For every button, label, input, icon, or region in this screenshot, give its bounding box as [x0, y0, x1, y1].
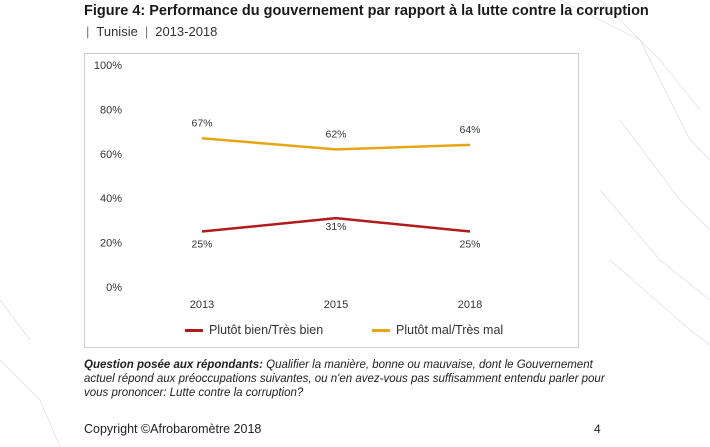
x-tick-label: 2018: [458, 299, 482, 311]
subtitle-years: 2013-2018: [155, 24, 218, 39]
data-label: 62%: [325, 128, 346, 140]
legend-label-bien: Plutôt bien/Très bien: [209, 323, 324, 337]
data-label: 25%: [191, 239, 212, 251]
legend-swatch-mal: [372, 328, 390, 332]
x-tick-label: 2013: [190, 299, 214, 311]
legend-label-mal: Plutôt mal/Très mal: [396, 323, 504, 337]
chart-frame: [84, 53, 579, 348]
question-text: Qualifier la manière, bonne ou mauvaise,…: [84, 359, 605, 399]
survey-question: Question posée aux répondants: Qualifier…: [84, 358, 614, 400]
page-number: 4: [594, 422, 601, 436]
legend-item-mal: Plutôt mal/Très mal: [372, 323, 503, 337]
copyright-notice: Copyright ©Afrobaromètre 2018: [84, 422, 262, 436]
data-label: 25%: [459, 239, 480, 251]
question-label: Question posée aux répondants:: [84, 359, 263, 371]
y-tick-label: 100%: [94, 60, 122, 72]
chart-subtitle: | Tunisie | 2013-2018: [86, 24, 218, 39]
series-line: [201, 137, 471, 151]
data-label: 31%: [325, 221, 346, 233]
y-tick-label: 40%: [100, 193, 122, 205]
y-tick-label: 20%: [100, 238, 122, 250]
legend-swatch-bien: [185, 328, 203, 332]
series-line: [201, 216, 471, 233]
y-tick-label: 0%: [106, 282, 122, 294]
data-label: 67%: [191, 117, 212, 129]
y-tick-label: 80%: [100, 104, 122, 116]
data-label: 64%: [459, 124, 480, 136]
line-chart: 0% 20% 40% 60% 80% 100% 2013 2015 2018 25% 31% 25% 6…: [94, 60, 482, 311]
y-tick-label: 60%: [100, 149, 122, 161]
x-tick-label: 2015: [324, 299, 348, 311]
legend-item-bien: Plutôt bien/Très bien: [185, 323, 323, 337]
subtitle-country: Tunisie: [96, 24, 138, 39]
chart-title: Figure 4: Performance du gouvernement pa…: [84, 3, 649, 19]
